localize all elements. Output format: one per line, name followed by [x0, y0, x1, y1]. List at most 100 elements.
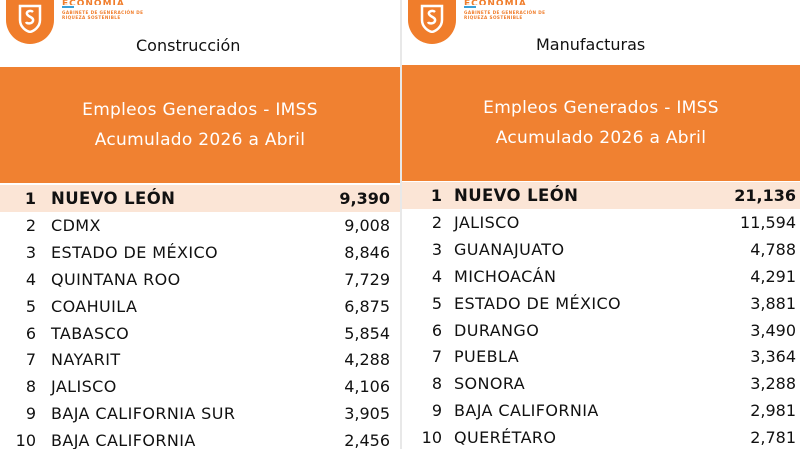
- rank-cell: 1: [24, 189, 36, 208]
- rank-cell: 10: [421, 428, 442, 448]
- value-cell: 4,788: [750, 239, 796, 259]
- brand-bar: [62, 6, 74, 8]
- rank-cell: 9: [25, 404, 36, 424]
- brand-subtitle: GABINETE DE GENERACIÓN DE RIQUEZA SOSTEN…: [62, 10, 144, 20]
- value-cell: 2,981: [750, 401, 796, 421]
- rank-cell: 1: [430, 186, 442, 205]
- rank-cell: 5: [431, 293, 442, 313]
- table-row: 10 BAJA CALIFORNIA 2,456: [0, 427, 400, 449]
- state-cell: PUEBLA: [454, 347, 520, 367]
- state-cell: QUINTANA ROO: [51, 269, 181, 289]
- value-cell: 4,106: [344, 377, 390, 397]
- rank-cell: 10: [15, 431, 36, 449]
- state-cell: NUEVO LEÓN: [454, 186, 579, 205]
- rank-cell: 9: [431, 401, 442, 421]
- panel-divider: [400, 0, 402, 449]
- value-cell: 6,875: [344, 296, 390, 316]
- sector-title: Manufacturas: [536, 35, 646, 54]
- ranking-table: 1 NUEVO LEÓN 21,136 2 JALISCO 11,594 3 GUANAJUA…: [402, 182, 800, 449]
- state-cell: BAJA CALIFORNIA: [51, 431, 196, 449]
- table-header: Empleos Generados - IMSS Acumulado 2026 …: [0, 67, 400, 183]
- table-row: 8 SONORA 3,288: [402, 370, 800, 397]
- brand-subtitle: GABINETE DE GENERACIÓN DE RIQUEZA SOSTEN…: [464, 10, 546, 20]
- rank-cell: 2: [25, 215, 36, 235]
- ranking-table: 1 NUEVO LEÓN 9,390 2 CDMX 9,008 3 ESTADO DE MÉX…: [0, 185, 400, 449]
- brand-lockup: ECONOMÍA GABINETE DE GENERACIÓN DE RIQUE…: [62, 0, 158, 20]
- rank-cell: 3: [25, 242, 36, 262]
- brand-bar: [464, 6, 476, 8]
- rank-cell: 6: [25, 323, 36, 343]
- brand-word: ECONOMÍA: [464, 0, 527, 5]
- table-row: 1 NUEVO LEÓN 9,390: [0, 185, 400, 212]
- rank-cell: 8: [431, 374, 442, 394]
- table-row: 10 QUERÉTARO 2,781: [402, 424, 800, 449]
- table-header: Empleos Generados - IMSS Acumulado 2026 …: [402, 65, 800, 181]
- value-cell: 3,905: [344, 404, 390, 424]
- sector-title: Construcción: [136, 36, 241, 55]
- rank-cell: 4: [431, 266, 442, 286]
- table-row: 2 JALISCO 11,594: [402, 209, 800, 236]
- table-row: 3 GUANAJUATO 4,788: [402, 236, 800, 263]
- shield-s-icon: [6, 0, 54, 44]
- state-cell: MICHOACÁN: [454, 266, 557, 286]
- value-cell: 3,490: [750, 320, 796, 340]
- state-cell: SONORA: [454, 374, 526, 394]
- value-cell: 3,364: [750, 347, 796, 367]
- rank-cell: 6: [431, 320, 442, 340]
- state-cell: ESTADO DE MÉXICO: [454, 293, 622, 313]
- state-cell: QUERÉTARO: [454, 428, 557, 448]
- rank-cell: 8: [25, 377, 36, 397]
- state-cell: JALISCO: [454, 212, 520, 232]
- value-cell: 9,008: [344, 215, 390, 235]
- table-row: 4 MICHOACÁN 4,291: [402, 263, 800, 290]
- table-row: 2 CDMX 9,008: [0, 212, 400, 239]
- state-cell: JALISCO: [51, 377, 117, 397]
- value-cell: 5,854: [344, 323, 390, 343]
- state-cell: ESTADO DE MÉXICO: [51, 242, 219, 262]
- state-cell: NUEVO LEÓN: [51, 189, 176, 208]
- shield-s-icon: [408, 0, 456, 44]
- rank-cell: 4: [25, 269, 36, 289]
- rank-cell: 5: [25, 296, 36, 316]
- header-line-2: Acumulado 2026 a Abril: [495, 128, 707, 148]
- value-cell: 11,594: [740, 212, 796, 232]
- state-cell: DURANGO: [454, 320, 540, 340]
- value-cell: 9,390: [339, 189, 390, 208]
- manufacturing-panel: ECONOMÍA GABINETE DE GENERACIÓN DE RIQUE…: [402, 0, 800, 449]
- value-cell: 3,288: [750, 374, 796, 394]
- table-row: 9 BAJA CALIFORNIA SUR 3,905: [0, 400, 400, 427]
- state-cell: GUANAJUATO: [454, 239, 565, 259]
- brand-word: ECONOMÍA: [62, 0, 125, 5]
- value-cell: 2,456: [344, 431, 390, 449]
- state-cell: BAJA CALIFORNIA: [454, 401, 599, 421]
- table-row: 6 DURANGO 3,490: [402, 317, 800, 344]
- header-line-2: Acumulado 2026 a Abril: [94, 130, 306, 150]
- state-cell: COAHUILA: [51, 296, 138, 316]
- header-line-1: Empleos Generados - IMSS: [483, 98, 719, 118]
- state-cell: CDMX: [51, 215, 101, 235]
- value-cell: 21,136: [734, 186, 796, 205]
- table-row: 9 BAJA CALIFORNIA 2,981: [402, 397, 800, 424]
- rank-cell: 7: [25, 350, 36, 370]
- table-row: 5 ESTADO DE MÉXICO 3,881: [402, 290, 800, 317]
- value-cell: 2,781: [750, 428, 796, 448]
- table-row: 1 NUEVO LEÓN 21,136: [402, 182, 800, 209]
- value-cell: 4,288: [344, 350, 390, 370]
- table-row: 7 NAYARIT 4,288: [0, 346, 400, 373]
- brand-lockup: ECONOMÍA GABINETE DE GENERACIÓN DE RIQUE…: [464, 0, 560, 20]
- state-cell: BAJA CALIFORNIA SUR: [51, 404, 236, 424]
- table-row: 5 COAHUILA 6,875: [0, 293, 400, 320]
- table-row: 7 PUEBLA 3,364: [402, 343, 800, 370]
- value-cell: 4,291: [750, 266, 796, 286]
- table-row: 8 JALISCO 4,106: [0, 373, 400, 400]
- rank-cell: 2: [431, 212, 442, 232]
- state-cell: TABASCO: [51, 323, 130, 343]
- state-cell: NAYARIT: [51, 350, 121, 370]
- rank-cell: 7: [431, 347, 442, 367]
- table-row: 3 ESTADO DE MÉXICO 8,846: [0, 239, 400, 266]
- table-row: 4 QUINTANA ROO 7,729: [0, 266, 400, 293]
- construction-panel: ECONOMÍA GABINETE DE GENERACIÓN DE RIQUE…: [0, 0, 400, 449]
- value-cell: 7,729: [344, 269, 390, 289]
- header-line-1: Empleos Generados - IMSS: [82, 100, 318, 120]
- value-cell: 3,881: [750, 293, 796, 313]
